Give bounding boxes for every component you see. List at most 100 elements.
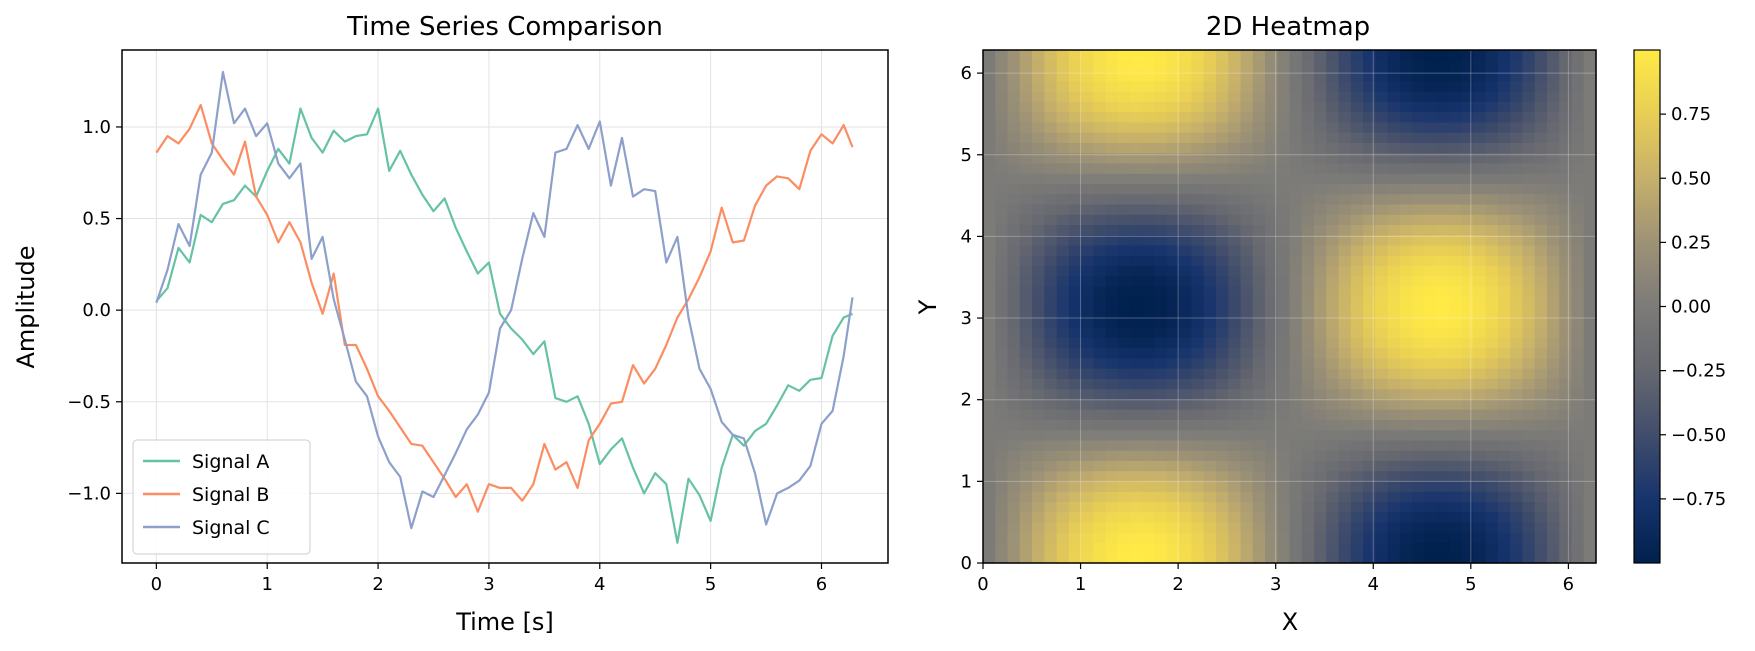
heatmap-cell (1228, 460, 1242, 472)
heatmap-cell (1203, 511, 1217, 523)
heatmap-cell (983, 327, 996, 338)
heatmap-cell (1019, 224, 1033, 236)
heatmap-cell (1461, 132, 1474, 143)
heatmap-cell (1203, 357, 1217, 369)
heatmap-cell (1436, 378, 1450, 390)
heatmap-cell (1203, 275, 1217, 287)
heatmap-cell (1240, 60, 1254, 72)
heatmap-cell (995, 224, 1009, 236)
heatmap-cell (1215, 337, 1229, 349)
heatmap-cell (1436, 214, 1450, 226)
heatmap-cell (1007, 470, 1021, 482)
heatmap-cell (1191, 275, 1205, 287)
heatmap-cell (1019, 101, 1033, 113)
heatmap-cell (1534, 70, 1548, 82)
heatmap-cell (1117, 409, 1131, 420)
heatmap-cell (1301, 521, 1315, 533)
heatmap-cell (1338, 480, 1352, 492)
heatmap-cell (1154, 255, 1168, 267)
heatmap-cell (1044, 70, 1058, 82)
heatmap-cell (1142, 398, 1156, 410)
heatmap-cell (1093, 542, 1107, 554)
heatmap-cell (1093, 70, 1107, 82)
colorbar-ticks: −0.75−0.50−0.250.000.250.500.75 (1660, 104, 1726, 510)
heatmap-cell (1510, 327, 1524, 338)
heatmap-cell (1473, 378, 1487, 390)
heatmap-cell (1583, 542, 1597, 554)
heatmap-cell (1117, 203, 1131, 215)
heatmap-cell (1093, 203, 1107, 215)
heatmap-cell (1007, 521, 1021, 533)
heatmap-cell (1522, 378, 1536, 390)
heatmap-cell (1044, 521, 1058, 533)
heatmap-cell (1056, 532, 1070, 544)
heatmap-cell (1522, 132, 1536, 143)
heatmap-cell (1277, 285, 1291, 297)
heatmap-cell (1252, 460, 1266, 472)
heatmap-cell (1105, 142, 1119, 154)
heatmap-cell (1301, 419, 1315, 431)
heatmap-cell (1081, 480, 1094, 492)
heatmap-cell (1522, 521, 1536, 533)
heatmap-cell (1007, 275, 1021, 287)
x-axis-label: Time [s] (455, 608, 554, 636)
heatmap-cell (1350, 132, 1364, 143)
heatmap-cell (1546, 121, 1560, 133)
heatmap-cell (1326, 50, 1340, 61)
heatmap-cell (1412, 255, 1425, 267)
heatmap-cell (1154, 142, 1168, 154)
heatmap-cell (1032, 368, 1045, 379)
heatmap-cell (1510, 521, 1524, 533)
heatmap-cell (1289, 91, 1303, 102)
heatmap-cell (1510, 70, 1524, 82)
heatmap-cell (1044, 203, 1058, 215)
heatmap-cell (1252, 132, 1266, 143)
heatmap-cell (1252, 327, 1266, 338)
heatmap-cell (1277, 552, 1291, 564)
heatmap-cell (1485, 306, 1499, 318)
heatmap-cell (1142, 337, 1156, 349)
heatmap-cell (1583, 193, 1597, 205)
heatmap-cell (1179, 542, 1193, 554)
heatmap-cell (1019, 532, 1033, 544)
heatmap-cell (1473, 275, 1487, 287)
heatmap-cell (1044, 214, 1058, 226)
heatmap-cell (1350, 337, 1364, 349)
heatmap-cell (1203, 542, 1217, 554)
heatmap-cell (1326, 60, 1340, 72)
heatmap-cell (1117, 542, 1131, 554)
heatmap-cell (1240, 542, 1254, 554)
heatmap-cell (1363, 60, 1376, 72)
heatmap-cell (1510, 491, 1524, 503)
heatmap-cell (1277, 368, 1291, 379)
heatmap-cell (1007, 409, 1021, 420)
heatmap-cell (1191, 265, 1205, 277)
heatmap-cell (1583, 285, 1597, 297)
heatmap-cell (1056, 337, 1070, 349)
heatmap-cell (1166, 173, 1180, 184)
heatmap-cell (1252, 275, 1266, 287)
heatmap-cell (1448, 357, 1462, 369)
heatmap-cell (1191, 542, 1205, 554)
heatmap-cell (1510, 244, 1524, 256)
heatmap-cell (1068, 552, 1082, 564)
heatmap-cell (1571, 265, 1585, 277)
heatmap-cell (1559, 162, 1573, 174)
heatmap-cell (995, 450, 1009, 461)
heatmap-cell (1497, 70, 1511, 82)
heatmap-cell (1546, 162, 1560, 174)
heatmap-cell (1117, 532, 1131, 544)
heatmap-cell (1179, 368, 1193, 379)
y-axis-ticks: −1.0−0.50.00.51.0 (67, 117, 122, 504)
heatmap-cell (1044, 132, 1058, 143)
heatmap-cell (1264, 532, 1278, 544)
heatmap-cell (1105, 275, 1119, 287)
heatmap-cell (1424, 429, 1438, 441)
heatmap-cell (1264, 552, 1278, 564)
heatmap-cell (995, 398, 1009, 410)
heatmap-cell (1228, 542, 1242, 554)
heatmap-cell (1301, 347, 1315, 359)
heatmap-cell (1203, 460, 1217, 472)
heatmap-cell (1448, 439, 1462, 451)
heatmap-cell (1301, 142, 1315, 154)
